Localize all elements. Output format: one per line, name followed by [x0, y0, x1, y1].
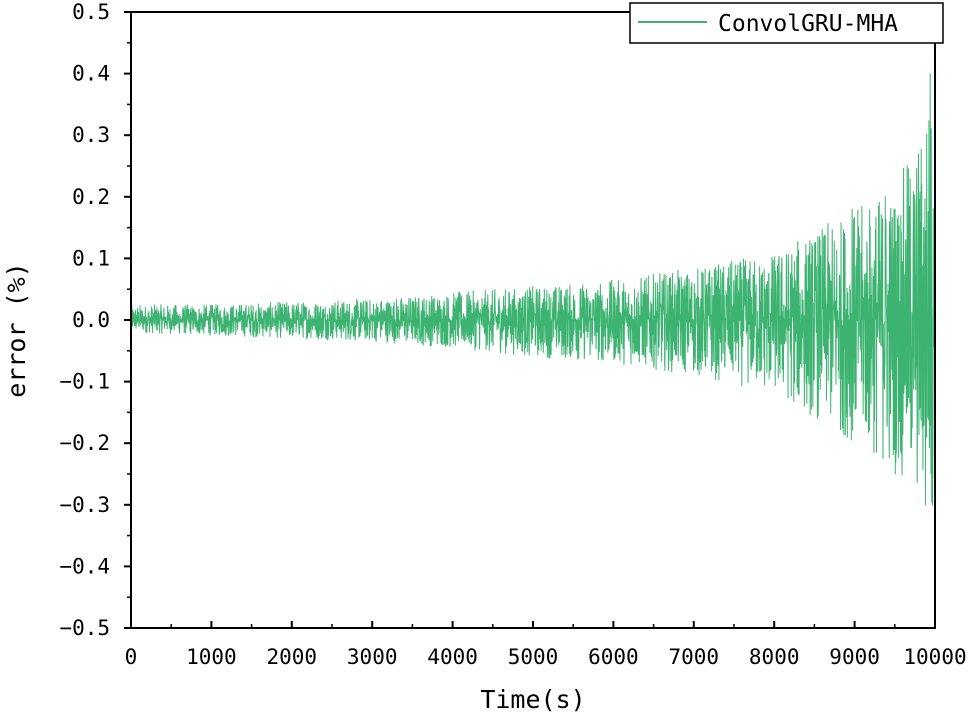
x-tick-label: 6000: [588, 645, 639, 669]
y-tick-label: −0.1: [59, 370, 110, 394]
x-tick-label: 7000: [669, 645, 720, 669]
x-tick-label: 1000: [186, 645, 237, 669]
y-axis-title: error (%): [2, 262, 31, 397]
y-tick-label: 0.2: [72, 185, 110, 209]
series-convolgru-mha-line: [130, 73, 936, 506]
x-tick-label: 2000: [267, 645, 318, 669]
tick-labels: 0 1000 2000 3000 4000 5000 6000 7000 8000 9000 100…: [59, 0, 966, 669]
x-tick-label: 9000: [829, 645, 880, 669]
x-tick-label: 4000: [427, 645, 478, 669]
x-tick-label: 3000: [347, 645, 398, 669]
legend: ConvolGRU-MHA: [629, 2, 944, 44]
x-tick-label: 8000: [749, 645, 800, 669]
x-tick-label: 10000: [903, 645, 966, 669]
y-tick-label: 0.5: [72, 0, 110, 24]
y-tick-label: −0.3: [59, 493, 110, 517]
series-line-convolgru-mha: [130, 73, 936, 506]
ticks: [124, 11, 936, 629]
x-axis-title: Time(s): [480, 685, 585, 714]
y-tick-label: 0.4: [72, 62, 110, 86]
y-tick-label: −0.2: [59, 431, 110, 455]
y-tick-label: −0.4: [59, 554, 110, 578]
x-tick-label: 5000: [508, 645, 559, 669]
legend-label: ConvolGRU-MHA: [718, 11, 898, 37]
x-tick-label: 0: [125, 645, 138, 669]
y-tick-label: 0.0: [72, 308, 110, 332]
y-tick-label: 0.3: [72, 123, 110, 147]
y-tick-label: 0.1: [72, 246, 110, 270]
y-tick-label: −0.5: [59, 616, 110, 640]
